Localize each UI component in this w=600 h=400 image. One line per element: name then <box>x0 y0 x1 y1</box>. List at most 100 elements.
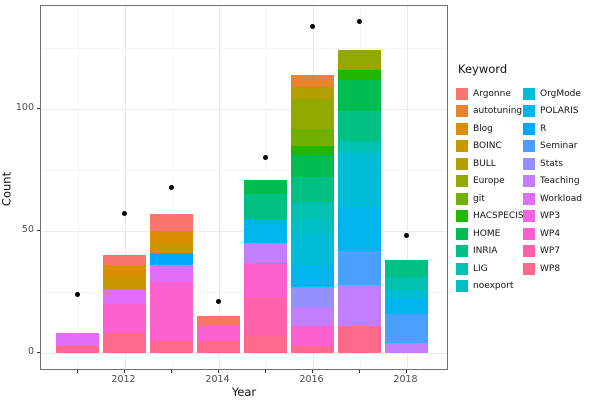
gridline-major-y <box>41 353 447 354</box>
legend-swatch <box>523 210 535 223</box>
bar-segment-hacspecis <box>291 145 334 156</box>
bar-segment-argonne <box>103 255 146 266</box>
x-tick-label: 2012 <box>111 374 136 385</box>
legend-swatch <box>456 280 468 293</box>
legend-item-europe: Europe <box>456 173 523 191</box>
gridline-major-x <box>218 6 220 369</box>
bar-segment-teaching <box>244 243 287 263</box>
x-tick-mark <box>76 370 78 373</box>
bar-segment-inria <box>291 177 334 202</box>
y-axis-title: Count <box>0 171 14 207</box>
legend-item-wp3: WP3 <box>523 208 582 226</box>
bar-segment-home <box>338 79 381 112</box>
legend-label: HOME <box>473 228 501 239</box>
bar-segment-boinc <box>103 277 146 290</box>
legend-swatch <box>523 262 535 275</box>
bar-segment-wp7 <box>244 296 287 336</box>
legend-label: Workload <box>540 193 583 204</box>
legend-swatch <box>456 175 468 188</box>
bar-segment-home <box>291 155 334 178</box>
x-tick-mark <box>123 370 125 373</box>
y-tick-mark <box>37 108 40 109</box>
legend-label: HACSPECIS <box>473 211 524 222</box>
legend-label: BULL <box>473 158 496 169</box>
bar-segment-argonne <box>197 316 240 327</box>
legend-label: WP3 <box>540 211 561 222</box>
bar-segment-orgmode <box>291 233 334 266</box>
bar-segment-wp8 <box>56 345 99 353</box>
x-tick-label: 2018 <box>393 374 418 385</box>
legend-label: Stats <box>540 158 563 169</box>
legend-item-noexport: noexport <box>456 278 523 296</box>
bar-segment-autotuning <box>291 74 334 88</box>
total-point-2015 <box>263 155 268 161</box>
bar-segment-wp8 <box>150 340 193 353</box>
bar-segment-bull <box>291 87 334 100</box>
gridline-major-x <box>124 6 126 369</box>
bar-segment-wp4 <box>291 326 334 346</box>
legend-item-lig: LIG <box>456 260 523 278</box>
legend-swatch <box>523 87 535 100</box>
bar-segment-europe <box>291 99 334 129</box>
bar-segment-wp8 <box>244 335 287 353</box>
gridline-minor-y <box>41 48 447 49</box>
legend-swatch <box>523 245 535 258</box>
bar-segment-polaris <box>244 218 287 244</box>
x-tick-label: 2016 <box>299 374 324 385</box>
bar-segment-lig <box>385 277 428 290</box>
legend-label: WP4 <box>540 228 561 239</box>
x-tick-mark <box>170 370 172 373</box>
gridline-minor-x <box>77 6 79 369</box>
y-tick-label: 100 <box>15 102 34 113</box>
legend-label: Argonne <box>473 88 511 99</box>
legend: Keyword Argonne autotuning Blog BOINC BULL Eu… <box>456 62 598 295</box>
y-tick-mark <box>37 230 40 231</box>
legend-label: Seminar <box>540 141 578 152</box>
legend-item-inria: INRIA <box>456 243 523 261</box>
bar-segment-orgmode <box>338 155 381 207</box>
bar-segment-workload <box>103 289 146 305</box>
legend-item-orgmode: OrgMode <box>523 85 582 103</box>
y-tick-label: 50 <box>21 224 34 235</box>
legend-column: OrgMode POLARIS R Seminar Stats Teaching Workl… <box>523 85 582 295</box>
bar-segment-teaching <box>338 284 381 327</box>
bar-segment-r <box>150 252 193 266</box>
total-point-2016 <box>310 23 315 29</box>
bar-segment-teaching <box>385 343 428 353</box>
legend-label: BOINC <box>473 141 502 152</box>
bar-segment-home <box>244 179 287 195</box>
legend-item-workload: Workload <box>523 190 582 208</box>
legend-swatch <box>456 245 468 258</box>
bar-segment-inria <box>385 260 428 278</box>
legend-swatch <box>523 157 535 170</box>
bar-segment-wp8 <box>103 333 146 353</box>
legend-label: Teaching <box>540 176 580 187</box>
legend-column: Argonne autotuning Blog BOINC BULL Europe git H… <box>456 85 524 296</box>
legend-title: Keyword <box>458 62 508 76</box>
plot-panel <box>40 5 448 370</box>
bar-segment-noexport <box>291 218 334 234</box>
total-point-2012 <box>122 211 127 217</box>
x-tick-label: 2014 <box>205 374 230 385</box>
x-tick-mark <box>311 370 313 373</box>
legend-label: noexport <box>473 281 514 292</box>
bar-segment-lig <box>338 140 381 151</box>
legend-swatch <box>456 157 468 170</box>
bar-segment-wp4 <box>197 326 240 341</box>
total-point-2017 <box>357 18 362 24</box>
legend-swatch <box>456 192 468 205</box>
legend-swatch <box>456 87 468 100</box>
legend-swatch <box>523 105 535 118</box>
bar-segment-wp4 <box>244 262 287 297</box>
gridline-major-y <box>41 109 447 110</box>
legend-label: Blog <box>473 123 493 134</box>
bar-segment-europe <box>338 50 381 70</box>
legend-label: INRIA <box>473 246 498 257</box>
legend-label: WP8 <box>540 263 561 274</box>
legend-item-blog: Blog <box>456 120 523 138</box>
bar-segment-hacspecis <box>338 69 381 80</box>
legend-item-argonne: Argonne <box>456 85 523 103</box>
legend-swatch <box>523 175 535 188</box>
bar-segment-teaching <box>291 306 334 327</box>
